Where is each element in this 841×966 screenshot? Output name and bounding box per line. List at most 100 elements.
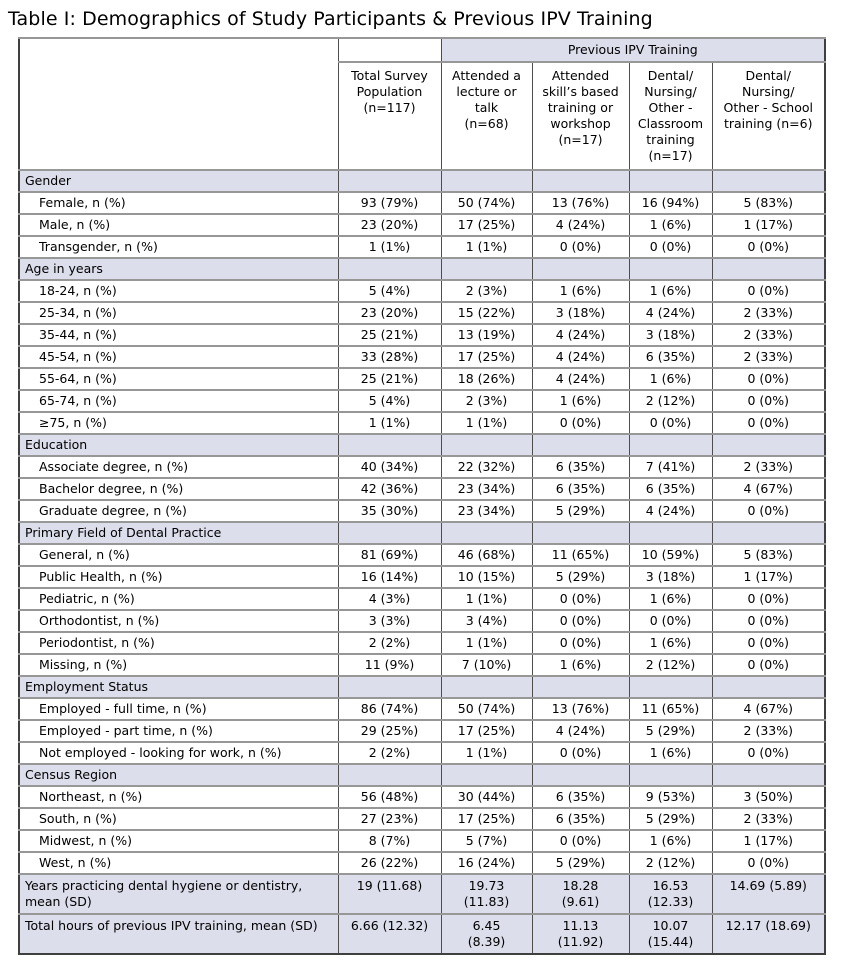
value-cell: 4 (24%) (628, 499, 712, 522)
value-cell: 3 (3%) (337, 609, 441, 632)
value-cell: 1 (6%) (531, 653, 629, 676)
value-cell: 2 (2%) (337, 741, 441, 764)
row-label: 45-54, n (%) (18, 345, 338, 368)
row-label: West, n (%) (18, 851, 338, 874)
value-cell: 6 (35%) (531, 807, 629, 830)
value-cell: 56 (48%) (337, 785, 441, 808)
row-label: Graduate degree, n (%) (18, 499, 338, 522)
value-cell: 0 (0%) (531, 631, 629, 654)
value-cell: 11 (9%) (337, 653, 441, 676)
value-cell: 1 (1%) (337, 411, 441, 434)
table-row: Northeast, n (%) 56 (48%) 30 (44%) 6 (35%) 9… (18, 785, 825, 808)
value-cell: 0 (0%) (531, 235, 629, 258)
column-header: Total Survey Population (n=117) (337, 61, 441, 170)
value-cell: 16 (24%) (440, 851, 532, 874)
value-cell: 23 (34%) (440, 477, 532, 500)
section-empty-cell (440, 675, 532, 698)
row-label: Not employed - looking for work, n (%) (18, 741, 338, 764)
value-cell: 1 (6%) (531, 389, 629, 412)
row-label: Transgender, n (%) (18, 235, 338, 258)
row-label: Employed - part time, n (%) (18, 719, 338, 742)
section-empty-cell (531, 169, 629, 192)
section-header-label: Employment Status (18, 675, 338, 698)
section-header-row: Employment Status (18, 675, 825, 698)
summary-value-cell: 6.66 (12.32) (337, 913, 441, 954)
value-cell: 0 (0%) (711, 411, 825, 434)
value-cell: 3 (18%) (531, 301, 629, 324)
value-cell: 17 (25%) (440, 345, 532, 368)
row-label: Female, n (%) (18, 191, 338, 214)
value-cell: 23 (34%) (440, 499, 532, 522)
value-cell: 5 (29%) (531, 565, 629, 588)
column-header: Dental/ Nursing/ Other - Classroom train… (628, 61, 712, 170)
value-cell: 13 (19%) (440, 323, 532, 346)
value-cell: 0 (0%) (531, 587, 629, 610)
section-empty-cell (628, 169, 712, 192)
table-body: Gender Female, n (%) 93 (79%) 50 (74%) 13 (7… (18, 169, 825, 954)
section-header-row: Age in years (18, 257, 825, 280)
table-row: Missing, n (%) 11 (9%) 7 (10%) 1 (6%) 2 (12%… (18, 653, 825, 676)
value-cell: 2 (12%) (628, 851, 712, 874)
table-row: 55-64, n (%) 25 (21%) 18 (26%) 4 (24%) 1 (6%… (18, 367, 825, 390)
summary-row: Total hours of previous IPV training, me… (18, 913, 825, 954)
value-cell: 17 (25%) (440, 213, 532, 236)
value-cell: 2 (33%) (711, 719, 825, 742)
value-cell: 0 (0%) (711, 235, 825, 258)
value-cell: 0 (0%) (711, 279, 825, 302)
row-label: Pediatric, n (%) (18, 587, 338, 610)
value-cell: 29 (25%) (337, 719, 441, 742)
row-label: 55-64, n (%) (18, 367, 338, 390)
value-cell: 4 (24%) (531, 213, 629, 236)
value-cell: 2 (33%) (711, 323, 825, 346)
value-cell: 0 (0%) (531, 411, 629, 434)
value-cell: 23 (20%) (337, 213, 441, 236)
summary-value-cell: 19.73 (11.83) (440, 873, 532, 914)
row-label: Male, n (%) (18, 213, 338, 236)
value-cell: 2 (2%) (337, 631, 441, 654)
value-cell: 25 (21%) (337, 367, 441, 390)
table-row: Male, n (%) 23 (20%) 17 (25%) 4 (24%) 1 (6%)… (18, 213, 825, 236)
summary-value-cell: 19 (11.68) (337, 873, 441, 914)
value-cell: 17 (25%) (440, 719, 532, 742)
row-label: Missing, n (%) (18, 653, 338, 676)
value-cell: 1 (6%) (628, 213, 712, 236)
value-cell: 1 (1%) (440, 631, 532, 654)
value-cell: 1 (17%) (711, 213, 825, 236)
value-cell: 3 (18%) (628, 323, 712, 346)
section-empty-cell (337, 169, 441, 192)
value-cell: 33 (28%) (337, 345, 441, 368)
section-empty-cell (337, 433, 441, 456)
section-empty-cell (440, 521, 532, 544)
value-cell: 1 (1%) (440, 587, 532, 610)
section-header-row: Education (18, 433, 825, 456)
value-cell: 50 (74%) (440, 191, 532, 214)
value-cell: 30 (44%) (440, 785, 532, 808)
section-empty-cell (531, 433, 629, 456)
value-cell: 1 (17%) (711, 829, 825, 852)
value-cell: 0 (0%) (711, 367, 825, 390)
section-empty-cell (711, 521, 825, 544)
section-header-label: Gender (18, 169, 338, 192)
value-cell: 6 (35%) (531, 477, 629, 500)
value-cell: 0 (0%) (531, 609, 629, 632)
value-cell: 1 (1%) (440, 741, 532, 764)
value-cell: 2 (12%) (628, 389, 712, 412)
summary-value-cell: 18.28 (9.61) (531, 873, 629, 914)
summary-row-label: Years practicing dental hygiene or denti… (18, 873, 338, 914)
value-cell: 0 (0%) (531, 829, 629, 852)
section-empty-cell (440, 433, 532, 456)
value-cell: 22 (32%) (440, 455, 532, 478)
value-cell: 0 (0%) (711, 587, 825, 610)
column-header-row: Total Survey Population (n=117) Attended … (19, 61, 825, 170)
value-cell: 1 (6%) (628, 279, 712, 302)
value-cell: 6 (35%) (531, 455, 629, 478)
value-cell: 42 (36%) (337, 477, 441, 500)
section-empty-cell (628, 257, 712, 280)
value-cell: 0 (0%) (711, 499, 825, 522)
value-cell: 2 (33%) (711, 807, 825, 830)
value-cell: 26 (22%) (337, 851, 441, 874)
value-cell: 11 (65%) (531, 543, 629, 566)
value-cell: 0 (0%) (711, 851, 825, 874)
value-cell: 1 (1%) (440, 235, 532, 258)
table-row: General, n (%) 81 (69%) 46 (68%) 11 (65%) 10… (18, 543, 825, 566)
